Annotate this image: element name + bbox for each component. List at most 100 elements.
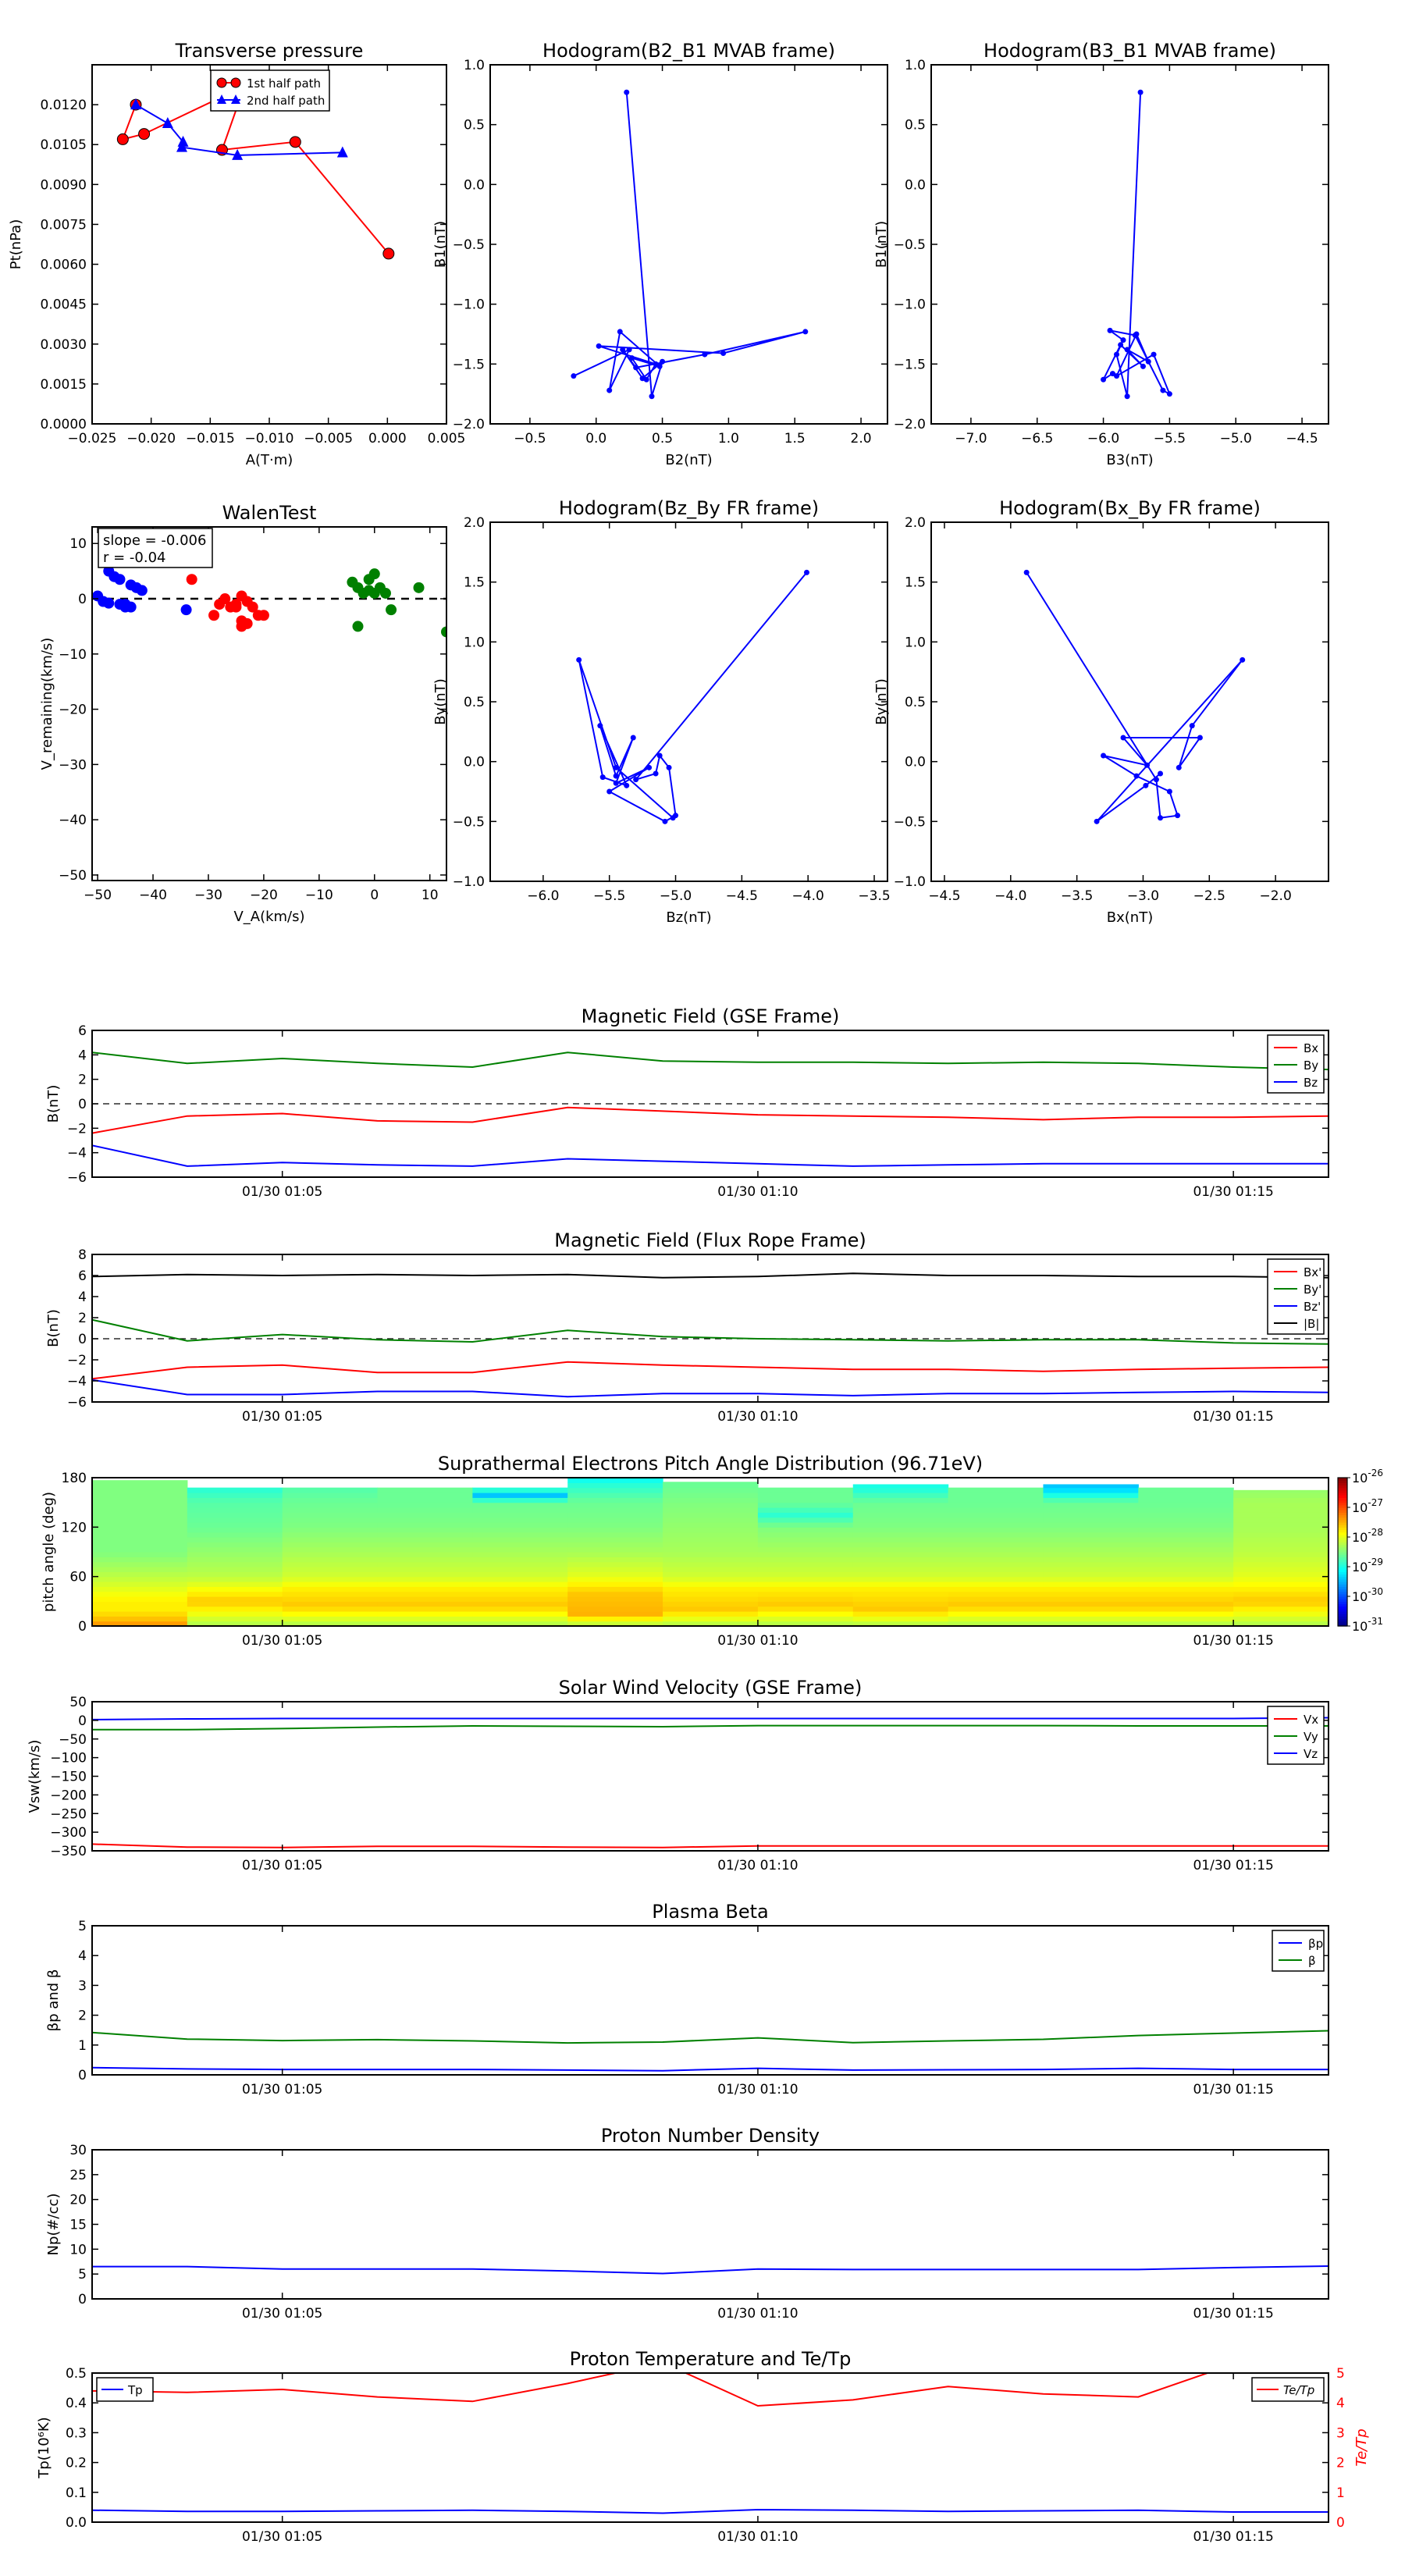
heatmap-cell — [1233, 1582, 1329, 1587]
heatmap-cell — [663, 1542, 759, 1548]
heatmap-cell — [1043, 1601, 1139, 1607]
heatmap-cell — [377, 1493, 473, 1498]
y-tick-label: 2.0 — [464, 515, 485, 531]
heatmap-cell — [92, 1537, 188, 1542]
x-axis-label: B2(nT) — [665, 452, 712, 468]
heatmap-cell — [852, 1512, 949, 1518]
data-point — [606, 387, 613, 393]
colorbar-cell — [1338, 1532, 1347, 1535]
data-point — [103, 597, 115, 609]
colorbar-cell — [1338, 1527, 1347, 1531]
x-tick-label: −3.5 — [1061, 888, 1093, 904]
data-point — [1145, 358, 1151, 365]
x-tick-label: 01/30 01:10 — [717, 1409, 798, 1425]
heatmap-cell — [948, 1493, 1044, 1498]
data-point — [241, 617, 253, 629]
x-tick-label: 01/30 01:10 — [717, 1858, 798, 1873]
heatmap-cell — [852, 1557, 949, 1563]
panel-magnetic-field-fr: Magnetic Field (Flux Rope Frame) 01/30 01… — [45, 1229, 1329, 1425]
colorbar-cell — [1338, 1618, 1347, 1622]
colorbar-cell — [1338, 1529, 1347, 1533]
y-axis-label: Vsw(km/s) — [27, 1740, 43, 1813]
x-tick-label: 10 — [422, 888, 439, 903]
heatmap-cell — [377, 1567, 473, 1572]
colorbar-cell — [1338, 1544, 1347, 1548]
data-point — [1166, 788, 1172, 795]
data-point — [1114, 351, 1120, 358]
heatmap-cell — [567, 1493, 663, 1498]
colorbar-cell — [1338, 1608, 1347, 1612]
heatmap-cell — [472, 1487, 568, 1493]
y-axis-label: B1(nT) — [873, 221, 890, 268]
data-point — [232, 148, 244, 160]
heatmap-cell — [1043, 1532, 1139, 1538]
x-tick-label: −50 — [84, 888, 112, 903]
x-tick-label: −4.5 — [1286, 431, 1318, 447]
heatmap-cell — [567, 1522, 663, 1528]
colorbar-cell — [1338, 1514, 1347, 1518]
heatmap-cell — [1043, 1557, 1139, 1563]
y-tick-label: −0.5 — [453, 237, 485, 253]
plot-area — [92, 1272, 1329, 1398]
data-point — [208, 610, 220, 621]
data-point — [1109, 371, 1115, 377]
heatmap-cell — [92, 1621, 188, 1627]
colorbar-cell — [1338, 1500, 1347, 1503]
heatmap-cell — [377, 1621, 473, 1627]
panel-transverse-pressure: Transverse pressure −0.025 −0.020 −0.015 −0.… — [8, 40, 465, 468]
heatmap-cell — [1043, 1487, 1139, 1493]
heatmap-cell — [377, 1601, 473, 1607]
y-tick-label: −20 — [59, 703, 87, 718]
data-point — [702, 351, 708, 358]
data-point — [1158, 815, 1164, 821]
heatmap-cell — [92, 1576, 188, 1582]
heatmap-cell — [1043, 1616, 1139, 1622]
colorbar-cell — [1338, 1589, 1347, 1592]
x-tick-label: −4.0 — [792, 888, 824, 904]
colorbar-cell — [1338, 1561, 1347, 1565]
heatmap-cell — [187, 1582, 283, 1587]
y-tick-label: 10 — [69, 536, 87, 552]
panel-hodogram-bx-by: Hodogram(Bx_By FR frame) −4.5 −4.0 −3.5 −3.0… — [873, 497, 1329, 926]
heatmap-cell — [1043, 1621, 1139, 1627]
heatmap-cell — [852, 1527, 949, 1533]
y-tick-label: 2 — [78, 1073, 87, 1088]
colorbar-cell — [1338, 1549, 1347, 1553]
data-point — [1094, 818, 1100, 824]
x-tick-label: −0.020 — [126, 431, 176, 447]
heatmap-cell — [948, 1611, 1044, 1617]
y-axis-label: V_remaining(km/s) — [39, 638, 55, 770]
hodogram-line — [1101, 92, 1172, 397]
heatmap-cell — [377, 1571, 473, 1578]
y-tick-label: 0.2 — [66, 2456, 87, 2471]
heatmap-cell — [1043, 1606, 1139, 1612]
heatmap-cell — [377, 1537, 473, 1542]
data-point — [599, 774, 606, 781]
legend-box — [210, 69, 330, 112]
colorbar-cell — [1338, 1552, 1347, 1555]
heatmap-cell — [282, 1576, 379, 1582]
heatmap-cell — [1233, 1537, 1329, 1542]
heatmap-cell — [92, 1561, 188, 1567]
y-axis-label: pitch angle (deg) — [41, 1492, 57, 1612]
colorbar-cell — [1338, 1582, 1347, 1585]
data-point — [138, 128, 151, 141]
x-tick-label: 01/30 01:15 — [1193, 1633, 1273, 1649]
x-axis-label: V_A(km/s) — [233, 909, 304, 925]
heatmap-cell — [1138, 1532, 1234, 1538]
panel-magnetic-field-gse: Magnetic Field (GSE Frame) 01/30 01:05 01/… — [45, 1005, 1329, 1200]
heatmap-cell — [92, 1507, 188, 1513]
heatmap-cell — [663, 1571, 759, 1578]
plot-area — [92, 1717, 1329, 1848]
heatmap-cell — [852, 1621, 949, 1627]
axes-frame — [91, 2372, 1329, 2523]
heatmap-cell — [92, 1552, 188, 1557]
heatmap-cell — [1138, 1576, 1234, 1582]
y-tick-label: −0.5 — [894, 237, 926, 253]
heatmap-cell — [282, 1596, 379, 1602]
heatmap-cell — [377, 1576, 473, 1582]
heatmap-cell — [948, 1497, 1044, 1503]
heatmap-cell — [757, 1517, 854, 1523]
heatmap-cell — [377, 1487, 473, 1493]
heatmap-cell — [852, 1546, 949, 1553]
